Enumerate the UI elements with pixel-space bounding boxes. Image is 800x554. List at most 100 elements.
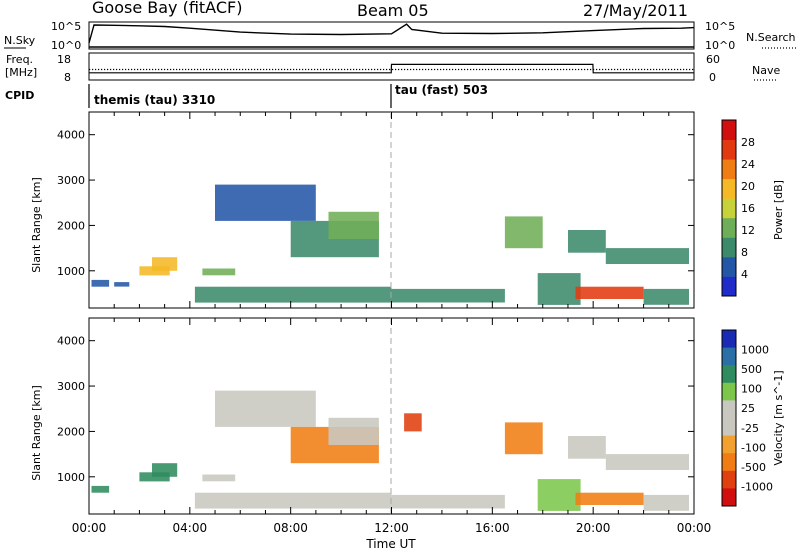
heat-region bbox=[215, 390, 316, 427]
heat-region bbox=[194, 286, 392, 303]
y-tick-label: 3000 bbox=[57, 174, 85, 187]
heat-region bbox=[504, 216, 543, 249]
colorbar-tick-label: 1000 bbox=[741, 344, 769, 357]
freq-panel bbox=[88, 52, 695, 81]
heat-region bbox=[391, 288, 505, 303]
colorbar-tick-label: 28 bbox=[741, 136, 755, 149]
colorbar-tick-label: -25 bbox=[741, 422, 759, 435]
x-tick-label: 04:00 bbox=[173, 521, 208, 535]
colorbar-swatch bbox=[722, 276, 736, 297]
colorbar-tick-label: 24 bbox=[741, 158, 755, 171]
nsearch-tick-top: 10^5 bbox=[705, 20, 735, 33]
colorbar-swatch bbox=[722, 256, 736, 277]
colorbar-swatch bbox=[722, 178, 736, 199]
heat-region bbox=[605, 248, 689, 264]
heat-region bbox=[575, 492, 644, 505]
colorbar-swatch bbox=[722, 470, 736, 489]
power-ylabel: Slant Range [km] bbox=[30, 177, 43, 273]
heat-region bbox=[605, 454, 689, 470]
station-title: Goose Bay (fitACF) bbox=[92, 0, 242, 17]
colorbar-swatch bbox=[722, 217, 736, 238]
nsky-line bbox=[88, 23, 695, 44]
cpid-segment-2: tau (fast) 503 bbox=[395, 83, 488, 97]
velocity-colorbar-label: Velocity [m s^-1] bbox=[772, 370, 785, 465]
heat-region bbox=[91, 279, 110, 287]
nsky-panel bbox=[88, 21, 695, 50]
time-axis-label: Time UT bbox=[365, 537, 416, 551]
colorbar-tick-label: 100 bbox=[741, 383, 762, 396]
y-tick-label: 2000 bbox=[57, 219, 85, 232]
nave-label: Nave bbox=[752, 64, 780, 77]
nave-line bbox=[89, 63, 694, 74]
colorbar-swatch bbox=[722, 365, 736, 384]
heat-region bbox=[568, 230, 606, 253]
heat-region bbox=[152, 463, 178, 477]
heat-region bbox=[215, 184, 316, 221]
heat-region bbox=[643, 288, 689, 305]
freq-frame bbox=[88, 52, 695, 81]
cpid-label: CPID bbox=[5, 89, 34, 102]
nsearch-tick-bottom: 10^0 bbox=[705, 39, 735, 52]
heat-region bbox=[537, 479, 581, 511]
heat-region bbox=[504, 422, 543, 455]
x-tick-label: 12:00 bbox=[374, 521, 409, 535]
freq-tick-top: 18 bbox=[57, 53, 71, 66]
y-tick-label: 2000 bbox=[57, 425, 85, 438]
y-tick-label: 4000 bbox=[57, 335, 85, 348]
heat-region bbox=[91, 485, 110, 493]
heat-region bbox=[575, 286, 644, 299]
colorbar-frame bbox=[721, 119, 737, 297]
velocity-colorbar: 1000 500 100 25 -25 -100 -500 -1000 bbox=[721, 329, 773, 507]
x-tick-label: 16:00 bbox=[475, 521, 510, 535]
colorbar-swatch bbox=[722, 330, 736, 348]
nsearch-label: N.Search bbox=[746, 31, 796, 44]
heat-region bbox=[404, 413, 422, 432]
colorbar-tick-label: 25 bbox=[741, 402, 755, 415]
colorbar-swatch bbox=[722, 159, 736, 180]
colorbar-tick-label: 16 bbox=[741, 202, 755, 215]
velocity-x-ticks: 00:00 04:00 08:00 12:00 16:00 20:00 00:00 bbox=[72, 318, 712, 535]
colorbar-tick-label: -1000 bbox=[741, 480, 773, 493]
power-heatmap bbox=[91, 184, 689, 305]
heat-region bbox=[114, 282, 130, 287]
velocity-y-ticks: 1000 2000 3000 4000 bbox=[57, 335, 694, 484]
heat-region bbox=[328, 417, 379, 445]
heat-region bbox=[139, 472, 170, 482]
colorbar-swatch bbox=[722, 488, 736, 507]
colorbar-tick-label: 20 bbox=[741, 180, 755, 193]
freq-unit-label: [MHz] bbox=[5, 66, 37, 79]
heat-region bbox=[643, 494, 689, 511]
velocity-frame bbox=[88, 317, 695, 515]
nave-tick-bottom: 0 bbox=[709, 71, 716, 84]
y-tick-label: 1000 bbox=[57, 471, 85, 484]
power-y-ticks: 1000 2000 3000 4000 bbox=[57, 129, 694, 278]
heat-region bbox=[194, 492, 392, 509]
colorbar-swatch bbox=[722, 453, 736, 472]
x-tick-label: 08:00 bbox=[273, 521, 308, 535]
heat-region bbox=[568, 436, 606, 459]
colorbar-tick-label: 8 bbox=[741, 246, 748, 259]
nsky-frame bbox=[88, 21, 695, 50]
nsky-label: N.Sky bbox=[4, 34, 36, 47]
velocity-ylabel: Slant Range [km] bbox=[30, 385, 43, 481]
colorbar-swatch bbox=[722, 382, 736, 401]
freq-label: Freq. bbox=[6, 53, 33, 66]
colorbar-tick-label: -100 bbox=[741, 441, 766, 454]
x-tick-label: 00:00 bbox=[677, 521, 712, 535]
y-tick-label: 4000 bbox=[57, 129, 85, 142]
colorbar-swatch bbox=[722, 198, 736, 219]
beam-title: Beam 05 bbox=[357, 1, 429, 20]
heat-region bbox=[537, 273, 581, 305]
heat-region bbox=[391, 494, 505, 509]
colorbar-tick-label: -500 bbox=[741, 461, 766, 474]
nsky-tick-bottom: 10^0 bbox=[51, 39, 81, 52]
nave-tick-top: 60 bbox=[706, 53, 720, 66]
x-tick-label: 20:00 bbox=[576, 521, 611, 535]
colorbar-swatch bbox=[722, 237, 736, 258]
colorbar-tick-label: 500 bbox=[741, 363, 762, 376]
colorbar-swatch bbox=[722, 120, 736, 140]
x-tick-label: 00:00 bbox=[72, 521, 107, 535]
freq-tick-bottom: 8 bbox=[64, 71, 71, 84]
y-tick-label: 3000 bbox=[57, 380, 85, 393]
